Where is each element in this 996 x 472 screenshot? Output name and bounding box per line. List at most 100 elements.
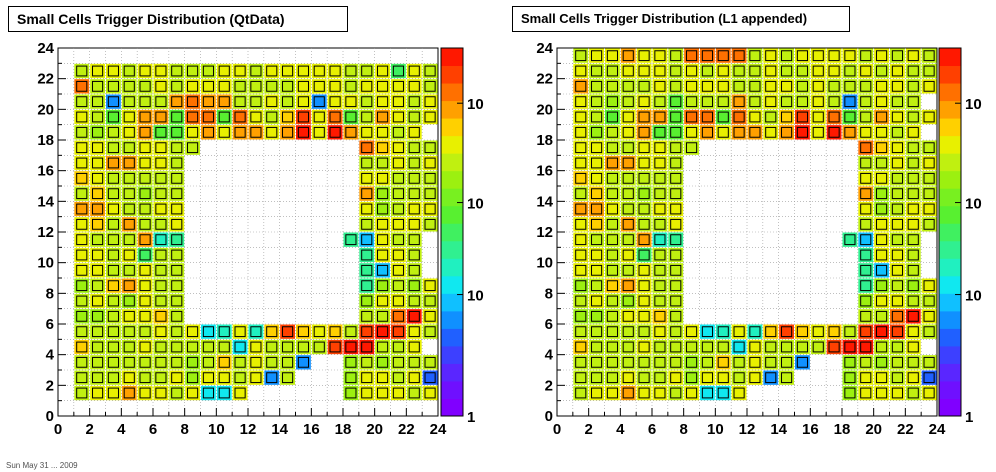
heatmap-cell bbox=[636, 370, 652, 385]
heatmap-cell bbox=[296, 79, 311, 94]
heatmap-cell bbox=[573, 48, 589, 63]
heatmap-cell bbox=[636, 339, 652, 355]
heatmap-cell bbox=[121, 186, 137, 201]
heatmap-cell-box bbox=[171, 188, 183, 200]
heatmap-cell bbox=[905, 370, 921, 385]
heatmap-cell-box bbox=[139, 126, 151, 138]
heatmap-cell-box bbox=[686, 341, 698, 353]
heatmap-cell bbox=[763, 324, 779, 339]
heatmap-cell bbox=[359, 217, 375, 232]
heatmap-cell bbox=[311, 79, 327, 94]
heatmap-cell-box bbox=[76, 234, 88, 246]
heatmap-cell bbox=[106, 278, 121, 293]
heatmap-cell bbox=[121, 63, 137, 79]
heatmap-cell-box bbox=[591, 111, 603, 123]
heatmap-cell-box bbox=[606, 280, 618, 292]
colorbar-segment bbox=[939, 118, 961, 137]
heatmap-cell bbox=[763, 355, 779, 370]
heatmap-cell bbox=[826, 125, 842, 140]
heatmap-cell-box bbox=[876, 96, 888, 108]
colorbar-segment bbox=[441, 118, 463, 137]
heatmap-cell bbox=[280, 324, 295, 339]
heatmap-cell bbox=[391, 355, 406, 370]
heatmap-cell bbox=[137, 186, 153, 201]
heatmap-cell-box bbox=[717, 356, 729, 368]
y-tick-label: 4 bbox=[46, 347, 55, 364]
heatmap-cell-box bbox=[424, 188, 436, 200]
heatmap-cell-box bbox=[377, 218, 389, 230]
heatmap-cell-box bbox=[654, 126, 666, 138]
heatmap-cell bbox=[890, 370, 905, 385]
heatmap-cell bbox=[406, 217, 422, 232]
heatmap-cell bbox=[201, 339, 216, 355]
heatmap-cell-box bbox=[891, 264, 903, 276]
heatmap-cell-box bbox=[123, 264, 135, 276]
heatmap-cell-box bbox=[139, 372, 151, 384]
heatmap-cell bbox=[311, 125, 327, 140]
heatmap-cell bbox=[406, 263, 422, 278]
heatmap-cell-box bbox=[187, 111, 199, 123]
heatmap-cell bbox=[652, 140, 668, 155]
heatmap-cell bbox=[747, 48, 763, 63]
x-tick-label: 16 bbox=[802, 421, 819, 438]
heatmap-cell-box bbox=[670, 96, 682, 108]
heatmap-cell bbox=[375, 217, 390, 232]
heatmap-cell bbox=[700, 79, 715, 94]
heatmap-cell bbox=[605, 278, 620, 293]
heatmap-cell bbox=[652, 48, 668, 63]
heatmap-cell bbox=[137, 201, 153, 217]
heatmap-cell bbox=[890, 155, 905, 171]
heatmap-cell bbox=[137, 94, 153, 109]
heatmap-cell-box bbox=[622, 172, 634, 184]
heatmap-cell bbox=[668, 293, 684, 309]
heatmap-cell-box bbox=[377, 280, 389, 292]
heatmap-cell bbox=[715, 324, 731, 339]
heatmap-cell-box bbox=[377, 372, 389, 384]
heatmap-cell bbox=[905, 63, 921, 79]
heatmap-cell bbox=[747, 109, 763, 125]
heatmap-cell-box bbox=[622, 126, 634, 138]
heatmap-cell-box bbox=[638, 50, 650, 62]
heatmap-cell bbox=[74, 324, 90, 339]
heatmap-cell-box bbox=[155, 203, 167, 215]
heatmap-cell-box bbox=[250, 341, 262, 353]
heatmap-cell bbox=[74, 109, 90, 125]
heatmap-cell-box bbox=[891, 50, 903, 62]
heatmap-cell bbox=[201, 79, 216, 94]
x-tick-label: 8 bbox=[679, 421, 687, 438]
heatmap-cell bbox=[573, 247, 589, 263]
heatmap-cell bbox=[874, 309, 889, 324]
heatmap-cell bbox=[589, 355, 604, 370]
heatmap-cell bbox=[905, 324, 921, 339]
heatmap-cell-box bbox=[218, 96, 230, 108]
colorbar-segment bbox=[441, 328, 463, 347]
heatmap-cell-box bbox=[622, 218, 634, 230]
heatmap-cell bbox=[264, 339, 280, 355]
heatmap-cell-box bbox=[392, 142, 404, 154]
heatmap-cell bbox=[842, 63, 858, 79]
heatmap-cell-box bbox=[622, 310, 634, 322]
heatmap-cell-box bbox=[781, 96, 793, 108]
heatmap-cell-box bbox=[361, 126, 373, 138]
heatmap-cell bbox=[874, 247, 889, 263]
heatmap-cell bbox=[858, 79, 874, 94]
x-tick-label: 18 bbox=[834, 421, 851, 438]
heatmap-cell bbox=[589, 370, 604, 385]
heatmap-cell bbox=[826, 79, 842, 94]
heatmap-cell-box bbox=[749, 372, 761, 384]
heatmap-cell-box bbox=[591, 65, 603, 77]
heatmap-cell bbox=[573, 232, 589, 247]
heatmap-cell-box bbox=[860, 234, 872, 246]
heatmap-cell bbox=[74, 309, 90, 324]
heatmap-cell-box bbox=[171, 96, 183, 108]
heatmap-cell bbox=[90, 385, 105, 401]
heatmap-cell-box bbox=[171, 111, 183, 123]
heatmap-cell bbox=[668, 355, 684, 370]
heatmap-cell bbox=[573, 63, 589, 79]
heatmap-cell-box bbox=[282, 126, 294, 138]
heatmap-cell bbox=[700, 355, 715, 370]
heatmap-cell-box bbox=[638, 203, 650, 215]
heatmap-cell bbox=[216, 94, 232, 109]
heatmap-cell-box bbox=[76, 126, 88, 138]
heatmap-cell-box bbox=[638, 96, 650, 108]
